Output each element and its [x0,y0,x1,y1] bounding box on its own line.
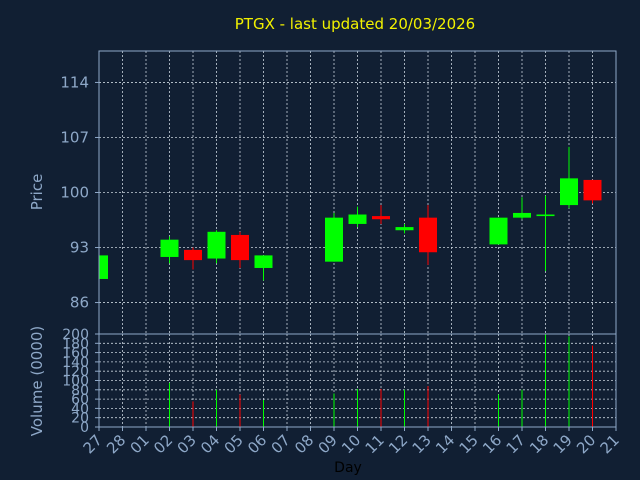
x-tick-label: 05 [221,431,247,457]
price-grid [99,51,616,334]
x-tick-label: 02 [150,431,176,457]
candles [98,146,602,281]
x-axis-ticks: 2728010203040506070809101112131415161718… [80,427,623,457]
candle-body [372,216,390,220]
candle-body [536,214,555,217]
volume-tick-label: 20 [71,411,89,427]
x-tick-label: 17 [503,431,529,457]
x-tick-label: 12 [385,431,411,457]
candle-body [395,227,414,231]
candle-body [325,217,343,262]
x-tick-label: 18 [526,431,552,457]
volume-tick-label: 120 [62,364,89,380]
x-tick-label: 13 [409,431,435,457]
chart-title: PTGX - last updated 20/03/2026 [235,15,475,33]
x-tick-label: 07 [268,431,294,457]
volume-tick-label: 0 [80,420,89,436]
candle-body [207,231,226,259]
candle-body [348,214,367,224]
candle-body [419,217,437,253]
price-y-ticks: 114 107 100 93 86 [60,73,99,312]
volume-tick-label: 200 [62,327,89,343]
candle-body [254,255,273,268]
volume-tick-label: 180 [62,336,89,352]
x-tick-label: 01 [127,431,153,457]
x-tick-label: 14 [432,431,458,457]
volume-tick-label: 80 [71,383,89,399]
candle-body [99,255,108,279]
volume-tick-label: 100 [62,374,89,390]
volume-axis-label: Volume (0000) [28,326,46,436]
x-tick-label: 03 [174,431,200,457]
x-tick-label: 15 [456,431,482,457]
price-tick-label: 86 [70,294,89,312]
candle-body [513,212,531,218]
price-tick-label: 100 [60,184,89,202]
volume-tick-label: 160 [62,346,89,362]
candle-body [489,217,508,245]
price-tick-label: 93 [70,239,89,257]
x-tick-label: 04 [197,431,223,457]
x-tick-label: 28 [103,431,129,457]
volume-tick-label: 40 [71,401,89,417]
x-tick-label: 10 [338,431,364,457]
volume-tick-label: 60 [71,392,89,408]
candle-body [560,178,578,206]
x-tick-label: 19 [550,431,576,457]
x-tick-label: 09 [315,431,341,457]
x-tick-label: 16 [479,431,505,457]
x-tick-label: 06 [244,431,270,457]
price-tick-label: 107 [60,128,89,146]
x-tick-label: 21 [597,431,623,457]
candle-body [184,249,202,261]
y-axis-label: Price [28,174,46,211]
candle-body [160,239,179,257]
price-tick-label: 114 [60,73,89,91]
volume-panel-frame [98,333,617,428]
candle-body [231,234,249,261]
volume-bars [169,334,593,427]
x-tick-label: 11 [362,431,388,457]
x-tick-label: 08 [291,431,317,457]
candle-body [583,179,602,201]
volume-tick-label: 140 [62,355,89,371]
x-axis-label: Day [334,460,362,476]
x-tick-label: 20 [573,431,599,457]
